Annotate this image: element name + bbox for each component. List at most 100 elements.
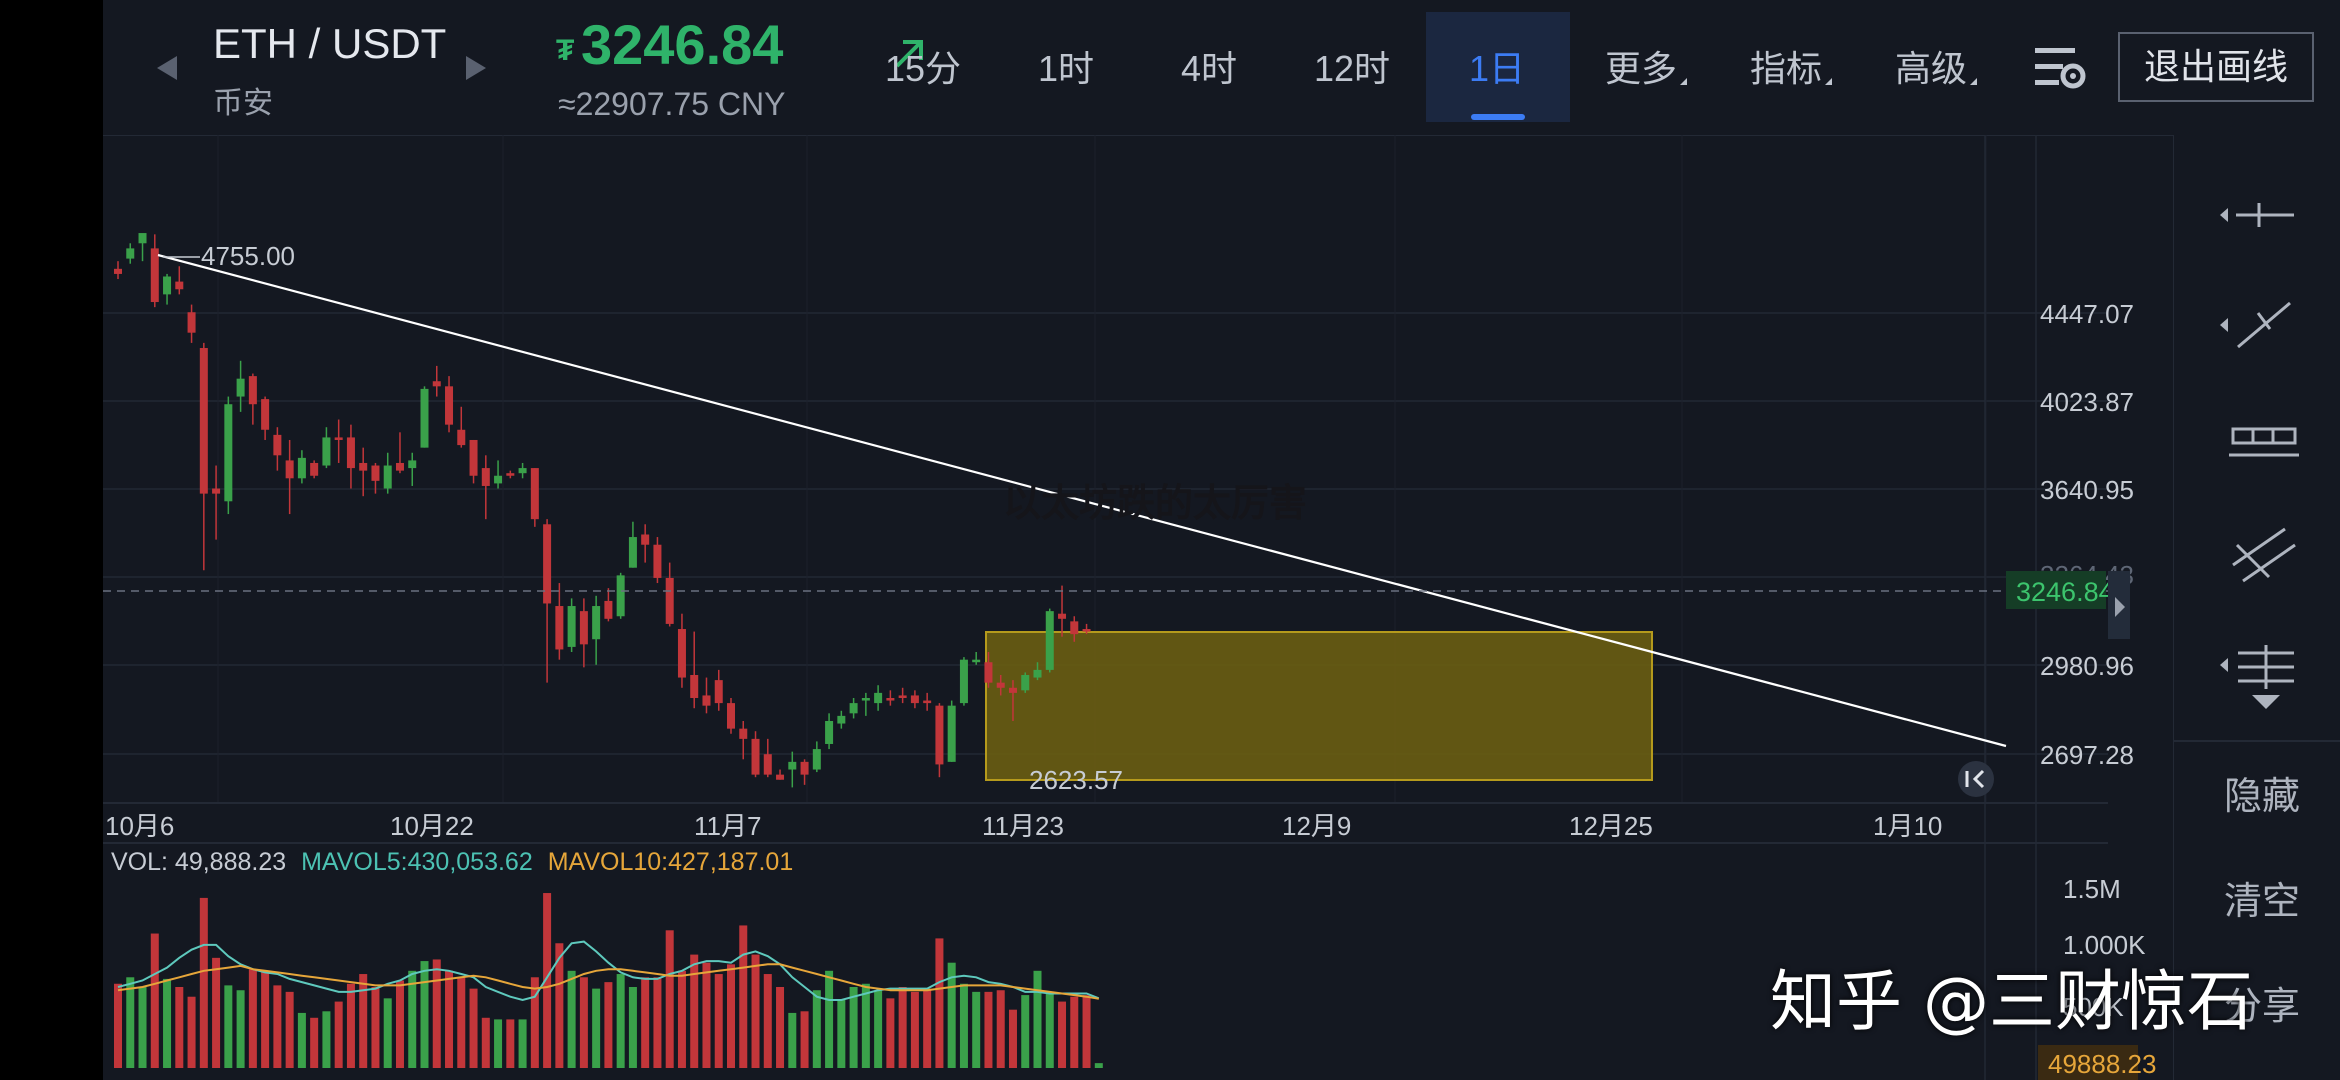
candle[interactable] [567, 598, 576, 653]
candle[interactable] [285, 439, 294, 515]
candle[interactable] [420, 386, 429, 448]
candle[interactable] [163, 273, 172, 305]
chart-settings-icon[interactable] [2033, 44, 2089, 94]
candle[interactable] [641, 524, 650, 563]
candle[interactable] [481, 455, 490, 520]
candle[interactable] [395, 432, 404, 474]
candle[interactable] [984, 652, 993, 688]
candle[interactable] [1033, 662, 1042, 681]
candle[interactable] [592, 595, 601, 665]
candle[interactable] [874, 685, 883, 711]
candle[interactable] [187, 304, 196, 343]
candle[interactable] [175, 266, 184, 295]
candle[interactable] [1021, 672, 1030, 693]
candle[interactable] [469, 439, 478, 484]
drawn-trendline[interactable] [157, 253, 2007, 748]
candle[interactable] [690, 631, 699, 709]
trendline-tool-icon[interactable] [2214, 295, 2304, 355]
candle[interactable] [898, 687, 907, 704]
candle[interactable] [506, 470, 515, 479]
candle[interactable] [1082, 623, 1091, 635]
candle[interactable] [886, 690, 895, 706]
candle[interactable] [1045, 608, 1054, 673]
candle[interactable] [861, 692, 870, 716]
candle[interactable] [248, 373, 257, 425]
candle[interactable] [1008, 680, 1017, 721]
candle[interactable] [359, 447, 368, 497]
candle[interactable] [555, 583, 564, 660]
tab-1h[interactable]: 1时 [1038, 48, 1095, 89]
candle[interactable] [910, 690, 919, 709]
candle[interactable] [114, 261, 122, 280]
tab-1d[interactable]: 1日 [1469, 48, 1526, 89]
candle[interactable] [825, 713, 834, 750]
candle[interactable] [236, 360, 245, 412]
clear-drawings-button[interactable]: 清空 [2224, 881, 2301, 923]
candle[interactable] [628, 521, 637, 568]
candlestick-chart[interactable]: 4447.07 4023.87 3640.95 3264.43 2980.96 … [103, 135, 2173, 1080]
candle[interactable] [1058, 585, 1067, 637]
candle[interactable] [837, 710, 846, 729]
candle[interactable] [322, 427, 331, 469]
tab-15min[interactable]: 15分 [885, 48, 962, 89]
candle[interactable] [1070, 616, 1079, 642]
tab-12h[interactable]: 12时 [1314, 48, 1391, 89]
candle[interactable] [947, 700, 956, 762]
fibonacci-tool-icon[interactable] [2214, 645, 2304, 715]
candle[interactable] [923, 692, 932, 711]
next-pair-arrow-icon[interactable] [466, 56, 488, 82]
candle[interactable] [371, 462, 380, 494]
hide-drawings-button[interactable]: 隐藏 [2224, 776, 2301, 818]
candle[interactable] [150, 234, 159, 308]
tab-4h[interactable]: 4时 [1181, 48, 1238, 89]
candle[interactable] [763, 738, 772, 778]
menu-advanced[interactable]: 高级 [1895, 40, 1978, 92]
candle[interactable] [346, 424, 355, 489]
candle[interactable] [126, 243, 135, 264]
scroll-to-latest-icon[interactable] [1965, 769, 1985, 789]
share-button[interactable]: 分享 [2224, 986, 2301, 1028]
candle[interactable] [445, 376, 454, 433]
candle[interactable] [665, 562, 674, 627]
pair-name[interactable]: ETH / USDT [213, 20, 447, 67]
candle[interactable] [972, 652, 981, 665]
candle[interactable] [714, 669, 723, 711]
candle[interactable] [334, 419, 343, 463]
parallel-channel-tool-icon[interactable] [2229, 525, 2299, 585]
exit-drawing-button[interactable]: 退出画线 [2118, 32, 2314, 102]
candle[interactable] [212, 465, 221, 540]
candle[interactable] [138, 233, 147, 262]
candle[interactable] [959, 657, 968, 706]
candle[interactable] [543, 519, 552, 683]
candle[interactable] [579, 598, 588, 668]
candle[interactable] [935, 703, 944, 778]
candle[interactable] [604, 588, 613, 622]
candle[interactable] [224, 396, 233, 515]
candle[interactable] [408, 452, 417, 486]
candle[interactable] [776, 769, 785, 780]
drawn-rectangle[interactable] [985, 631, 1653, 781]
horizontal-ray-tool-icon[interactable] [2214, 195, 2304, 235]
candle[interactable] [518, 462, 527, 479]
candle[interactable] [457, 406, 466, 448]
price-range-tool-icon[interactable] [2229, 425, 2309, 465]
candle[interactable] [702, 677, 711, 714]
candle[interactable] [849, 697, 858, 719]
prev-pair-arrow-icon[interactable] [157, 56, 179, 82]
candle[interactable] [788, 751, 797, 788]
menu-indicators[interactable]: 指标 [1750, 40, 1833, 92]
candle[interactable] [751, 731, 760, 778]
candle[interactable] [739, 720, 748, 760]
candle[interactable] [494, 460, 503, 489]
candle[interactable] [727, 697, 735, 734]
candle[interactable] [996, 675, 1005, 696]
candle[interactable] [297, 450, 306, 484]
candle[interactable] [199, 342, 208, 571]
candle[interactable] [616, 572, 625, 619]
candle[interactable] [800, 759, 809, 785]
candle[interactable] [273, 427, 282, 471]
candle[interactable] [310, 460, 319, 479]
candle[interactable] [383, 452, 392, 494]
candle[interactable] [677, 613, 686, 688]
candle[interactable] [432, 365, 441, 397]
